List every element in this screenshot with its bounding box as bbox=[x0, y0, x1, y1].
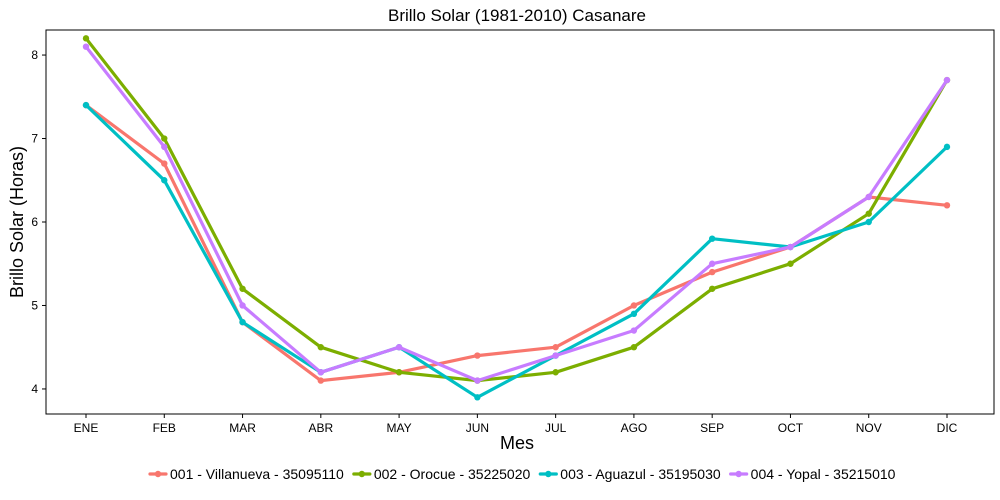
x-tick-label: FEB bbox=[153, 421, 176, 435]
x-axis-title: Mes bbox=[500, 433, 534, 453]
legend-item: 004 - Yopal - 35215010 bbox=[729, 466, 896, 482]
y-axis: 4 5 6 7 8 bbox=[31, 48, 46, 396]
data-point bbox=[317, 344, 325, 351]
y-tick-label: 8 bbox=[31, 48, 38, 62]
x-tick-label: NOV bbox=[856, 421, 882, 435]
x-tick-label: AGO bbox=[621, 421, 648, 435]
data-point bbox=[317, 377, 325, 384]
legend-key-point bbox=[154, 470, 162, 478]
legend-item: 001 - Villanueva - 35095110 bbox=[148, 466, 344, 482]
series-line bbox=[84, 45, 949, 383]
legend-label: 003 - Aguazul - 35195030 bbox=[560, 466, 721, 482]
data-point bbox=[630, 344, 638, 351]
data-point bbox=[474, 352, 481, 359]
legend-key-point bbox=[735, 470, 742, 478]
data-point bbox=[943, 202, 951, 209]
legend-key-point bbox=[545, 470, 552, 478]
legend-item: 003 - Aguazul - 35195030 bbox=[538, 466, 721, 482]
data-point bbox=[943, 76, 951, 84]
x-tick-label: ENE bbox=[74, 421, 99, 435]
data-point bbox=[708, 260, 716, 267]
data-point bbox=[630, 327, 638, 334]
data-point bbox=[552, 344, 559, 351]
series-line bbox=[84, 103, 949, 399]
legend-label: 001 - Villanueva - 35095110 bbox=[170, 466, 344, 482]
data-point bbox=[82, 101, 90, 109]
legend-key-point bbox=[358, 470, 366, 478]
data-point bbox=[865, 193, 872, 201]
data-point bbox=[161, 177, 168, 184]
y-tick-label: 6 bbox=[31, 215, 38, 229]
series-4 bbox=[82, 43, 951, 384]
y-tick-label: 4 bbox=[31, 382, 38, 396]
data-point bbox=[630, 310, 638, 318]
x-tick-label: JUL bbox=[545, 421, 567, 435]
x-tick-label: SEP bbox=[700, 421, 724, 435]
data-point bbox=[161, 160, 168, 167]
data-point bbox=[474, 394, 481, 401]
data-point bbox=[82, 35, 90, 42]
data-point bbox=[239, 302, 246, 309]
data-point bbox=[474, 377, 481, 384]
data-point bbox=[787, 243, 794, 251]
data-point bbox=[239, 285, 246, 292]
x-tick-label: MAR bbox=[229, 421, 256, 435]
y-tick-label: 5 bbox=[31, 298, 38, 312]
x-tick-label: OCT bbox=[778, 421, 804, 435]
legend: 001 - Villanueva - 35095110 002 - Orocue … bbox=[148, 466, 896, 482]
data-point bbox=[708, 268, 716, 276]
data-point bbox=[708, 285, 716, 292]
legend-item: 002 - Orocue - 35225020 bbox=[352, 466, 531, 482]
x-axis: ENE FEB MAR ABR MAY JUN JUL AGO SEP OCT NOV DIC bbox=[74, 414, 958, 435]
data-point bbox=[395, 344, 403, 351]
x-tick-label: MAY bbox=[387, 421, 412, 435]
data-point bbox=[161, 135, 168, 142]
data-point bbox=[865, 210, 872, 217]
data-point bbox=[708, 235, 716, 242]
data-point bbox=[552, 352, 559, 359]
data-point bbox=[239, 318, 246, 326]
series-layer bbox=[82, 35, 951, 401]
data-point bbox=[395, 369, 403, 376]
x-tick-label: JUN bbox=[466, 421, 489, 435]
x-tick-label: ABR bbox=[308, 421, 333, 435]
data-point bbox=[630, 302, 638, 309]
data-point bbox=[865, 218, 872, 226]
y-tick-label: 7 bbox=[31, 132, 38, 146]
data-point bbox=[82, 43, 90, 50]
x-tick-label: DIC bbox=[937, 421, 958, 435]
data-point bbox=[161, 143, 168, 151]
legend-label: 004 - Yopal - 35215010 bbox=[751, 466, 896, 482]
chart-title: Brillo Solar (1981-2010) Casanare bbox=[388, 6, 646, 25]
data-point bbox=[552, 369, 559, 376]
legend-label: 002 - Orocue - 35225020 bbox=[374, 466, 531, 482]
data-point bbox=[787, 260, 794, 267]
data-point bbox=[317, 369, 325, 376]
y-axis-title: Brillo Solar (Horas) bbox=[7, 146, 27, 298]
data-point bbox=[943, 143, 951, 151]
